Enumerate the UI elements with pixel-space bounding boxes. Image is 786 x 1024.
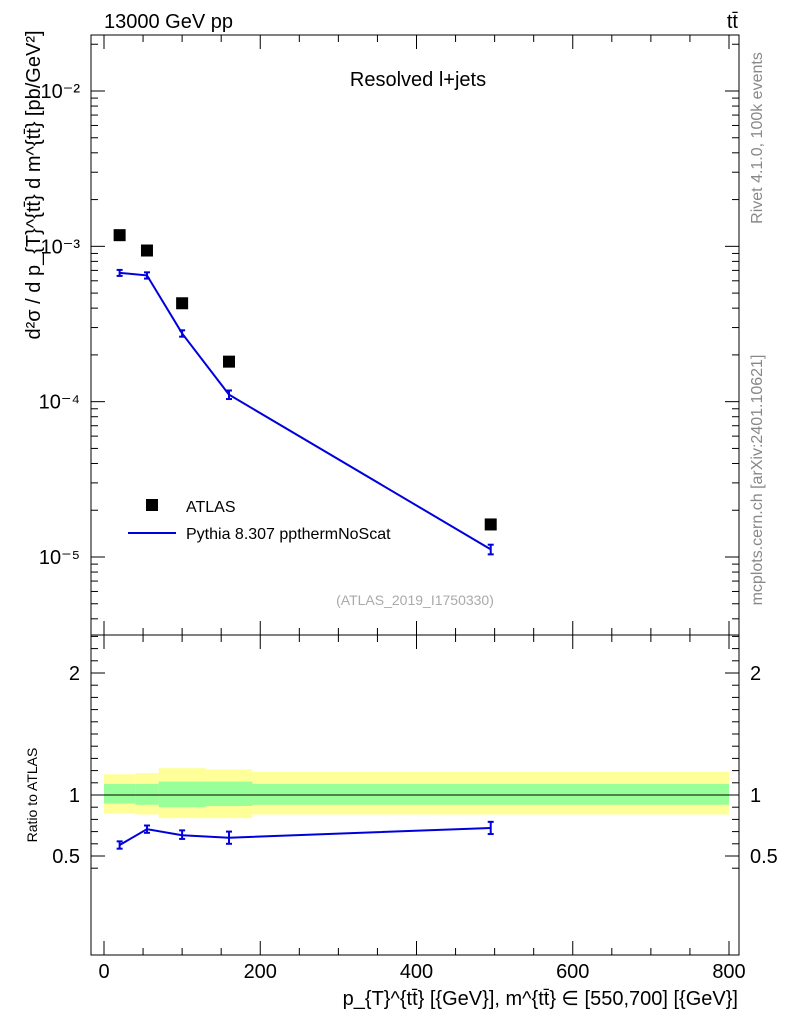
x-axis-label: p_{T}^{tt̄} [{GeV}], m^{tt̄} ∈ [550,700]… xyxy=(343,988,738,1010)
atlas-data-point xyxy=(140,244,153,257)
ratio-panel: 0.5 0.51 12 2 0 200 400 600 800 Ratio to ATLAS … xyxy=(24,634,778,1010)
ratio-band-green xyxy=(252,784,729,805)
main-ytick-label: 10⁻⁴ xyxy=(39,392,80,414)
ratio-ylabel: Ratio to ATLAS xyxy=(24,748,40,843)
ratio-xtick-label: 800 xyxy=(712,961,745,983)
ratio-xtick-label: 600 xyxy=(556,961,589,983)
pythia-line xyxy=(119,271,492,551)
ratio-ytick-label-right: 0.5 xyxy=(750,846,778,868)
legend-atlas-label: ATLAS xyxy=(186,499,236,516)
ratio-ytick-label-left: 1 xyxy=(69,785,80,807)
atlas-data-point xyxy=(113,229,126,242)
ratio-ytick-label-right: 2 xyxy=(750,663,761,685)
analysis-id: (ATLAS_2019_I1750330) xyxy=(336,592,494,608)
ratio-band-green xyxy=(135,784,159,805)
main-ytick-label: 10⁻² xyxy=(41,81,81,103)
rivet-label: Rivet 4.1.0, 100k events xyxy=(749,52,766,224)
energy-label: 13000 GeV pp xyxy=(104,11,233,33)
ratio-band-green xyxy=(205,781,253,806)
source-label: mcplots.cern.ch [arXiv:2401.10621] xyxy=(749,355,766,606)
main-panel: 10⁻⁵ 10⁻⁴ 10⁻³ 10⁻² Resolved l+jets (ATLAS_… xyxy=(23,30,740,636)
atlas-data-point xyxy=(484,518,497,531)
panel-title: Resolved l+jets xyxy=(350,69,486,91)
ratio-ytick-label-left: 2 xyxy=(69,663,80,685)
ratio-xtick-label: 400 xyxy=(400,961,433,983)
atlas-data-point xyxy=(223,355,235,368)
main-ytick-label: 10⁻⁵ xyxy=(39,547,80,569)
legend: ATLAS Pythia 8.307 ppthermNoScat xyxy=(128,499,391,543)
process-label: tt̄ xyxy=(727,11,739,33)
ratio-band-green xyxy=(158,781,206,808)
ratio-pythia-line xyxy=(119,826,491,846)
ratio-ytick-label-left: 0.5 xyxy=(52,846,80,868)
ratio-ytick-label-right: 1 xyxy=(750,785,761,807)
main-ylabel: d²σ / d p_{T}^{tt̄} d m^{tt̄} [pb/GeV²] xyxy=(23,30,45,339)
ratio-xtick-label: 200 xyxy=(244,961,277,983)
legend-pythia-label: Pythia 8.307 ppthermNoScat xyxy=(186,526,391,543)
ratio-band-green xyxy=(104,784,136,804)
atlas-data-point xyxy=(176,297,189,310)
main-frame xyxy=(90,34,740,636)
legend-atlas-marker xyxy=(146,499,158,511)
main-ytick-label: 10⁻³ xyxy=(41,236,81,258)
ratio-xtick-label: 0 xyxy=(98,961,109,983)
